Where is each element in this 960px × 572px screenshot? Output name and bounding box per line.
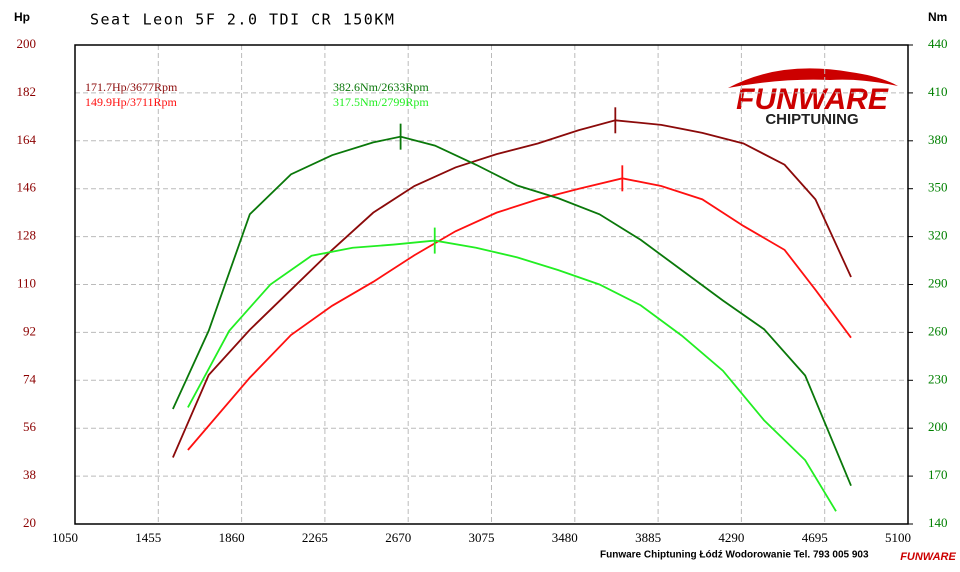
logo: FUNWARE CHIPTUNING FUNWARE [728, 68, 956, 563]
y2-tick-label: 230 [928, 371, 948, 386]
y-axis-label: Hp [14, 10, 30, 24]
y2-tick-label: 410 [928, 84, 948, 99]
x-tick-label: 5100 [885, 530, 911, 545]
y2-tick-label: 440 [928, 36, 948, 51]
y2-tick-label: 380 [928, 132, 948, 147]
y2-tick-label: 170 [928, 467, 948, 482]
y-tick-label: 146 [17, 180, 37, 195]
y-tick-label: 164 [17, 132, 37, 147]
x-tick-label: 3480 [552, 530, 578, 545]
y2-tick-label: 320 [928, 228, 948, 243]
series-line [187, 239, 837, 512]
logo-small: FUNWARE [900, 551, 956, 563]
series-line [187, 177, 852, 451]
logo-brand: FUNWARE [736, 83, 889, 116]
y-tick-label: 74 [23, 371, 37, 386]
y-tick-label: 182 [17, 84, 37, 99]
x-tick-label: 3075 [469, 530, 495, 545]
x-tick-label: 1455 [135, 530, 161, 545]
y2-tick-label: 260 [928, 323, 948, 338]
y2-tick-label: 140 [928, 515, 948, 530]
y2-tick-label: 350 [928, 180, 948, 195]
footer: Funware Chiptuning Łódź Wodorowanie Tel.… [600, 550, 869, 561]
y-tick-label: 128 [17, 228, 37, 243]
x-tick-label: 1050 [52, 530, 78, 545]
y2-axis-label: Nm [928, 10, 947, 24]
y2-tick-label: 200 [928, 419, 948, 434]
x-tick-label: 2265 [302, 530, 328, 545]
x-tick-label: 4290 [718, 530, 744, 545]
y-tick-label: 56 [23, 419, 37, 434]
logo-tagline: CHIPTUNING [765, 111, 858, 128]
x-tick-label: 4695 [802, 530, 828, 545]
annotation: 171.7Hp/3677Rpm [85, 80, 178, 94]
y-tick-label: 200 [17, 36, 37, 51]
y2-tick-label: 290 [928, 275, 948, 290]
annotation: 149.9Hp/3711Rpm [85, 95, 178, 109]
annotation: 317.5Nm/2799Rpm [333, 95, 429, 109]
y-tick-label: 110 [17, 275, 36, 290]
plot-frame [74, 44, 909, 525]
annotation: 382.6Nm/2633Rpm [333, 80, 429, 94]
chart-title: Seat Leon 5F 2.0 TDI CR 150KM [90, 11, 395, 29]
x-tick-label: 3885 [635, 530, 661, 545]
logo-swoosh [728, 68, 898, 88]
y-tick-label: 20 [23, 515, 36, 530]
y-tick-label: 92 [23, 323, 36, 338]
series-line [172, 119, 852, 458]
y-tick-label: 38 [23, 467, 36, 482]
x-tick-label: 1860 [219, 530, 245, 545]
x-tick-label: 2670 [385, 530, 411, 545]
series-line [172, 135, 852, 487]
